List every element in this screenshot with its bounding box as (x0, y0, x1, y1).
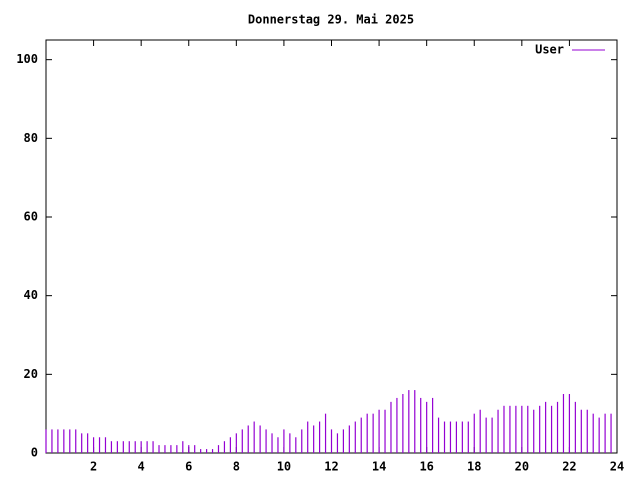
x-tick-label: 2 (90, 460, 97, 474)
x-tick-label: 20 (515, 460, 529, 474)
x-tick-label: 6 (185, 460, 192, 474)
y-tick-label: 0 (31, 446, 38, 460)
chart-title: Donnerstag 29. Mai 2025 (248, 13, 414, 27)
legend-label: User (535, 43, 564, 57)
x-tick-label: 12 (324, 460, 338, 474)
x-tick-label: 14 (372, 460, 386, 474)
x-tick-label: 4 (138, 460, 145, 474)
x-tick-label: 24 (610, 460, 624, 474)
y-tick-label: 40 (24, 288, 38, 302)
x-tick-label: 10 (277, 460, 291, 474)
x-tick-label: 8 (233, 460, 240, 474)
x-tick-label: 16 (419, 460, 433, 474)
y-tick-label: 20 (24, 367, 38, 381)
y-tick-label: 80 (24, 131, 38, 145)
x-tick-label: 22 (562, 460, 576, 474)
x-tick-label: 18 (467, 460, 481, 474)
y-tick-label: 60 (24, 210, 38, 224)
y-tick-label: 100 (16, 52, 38, 66)
